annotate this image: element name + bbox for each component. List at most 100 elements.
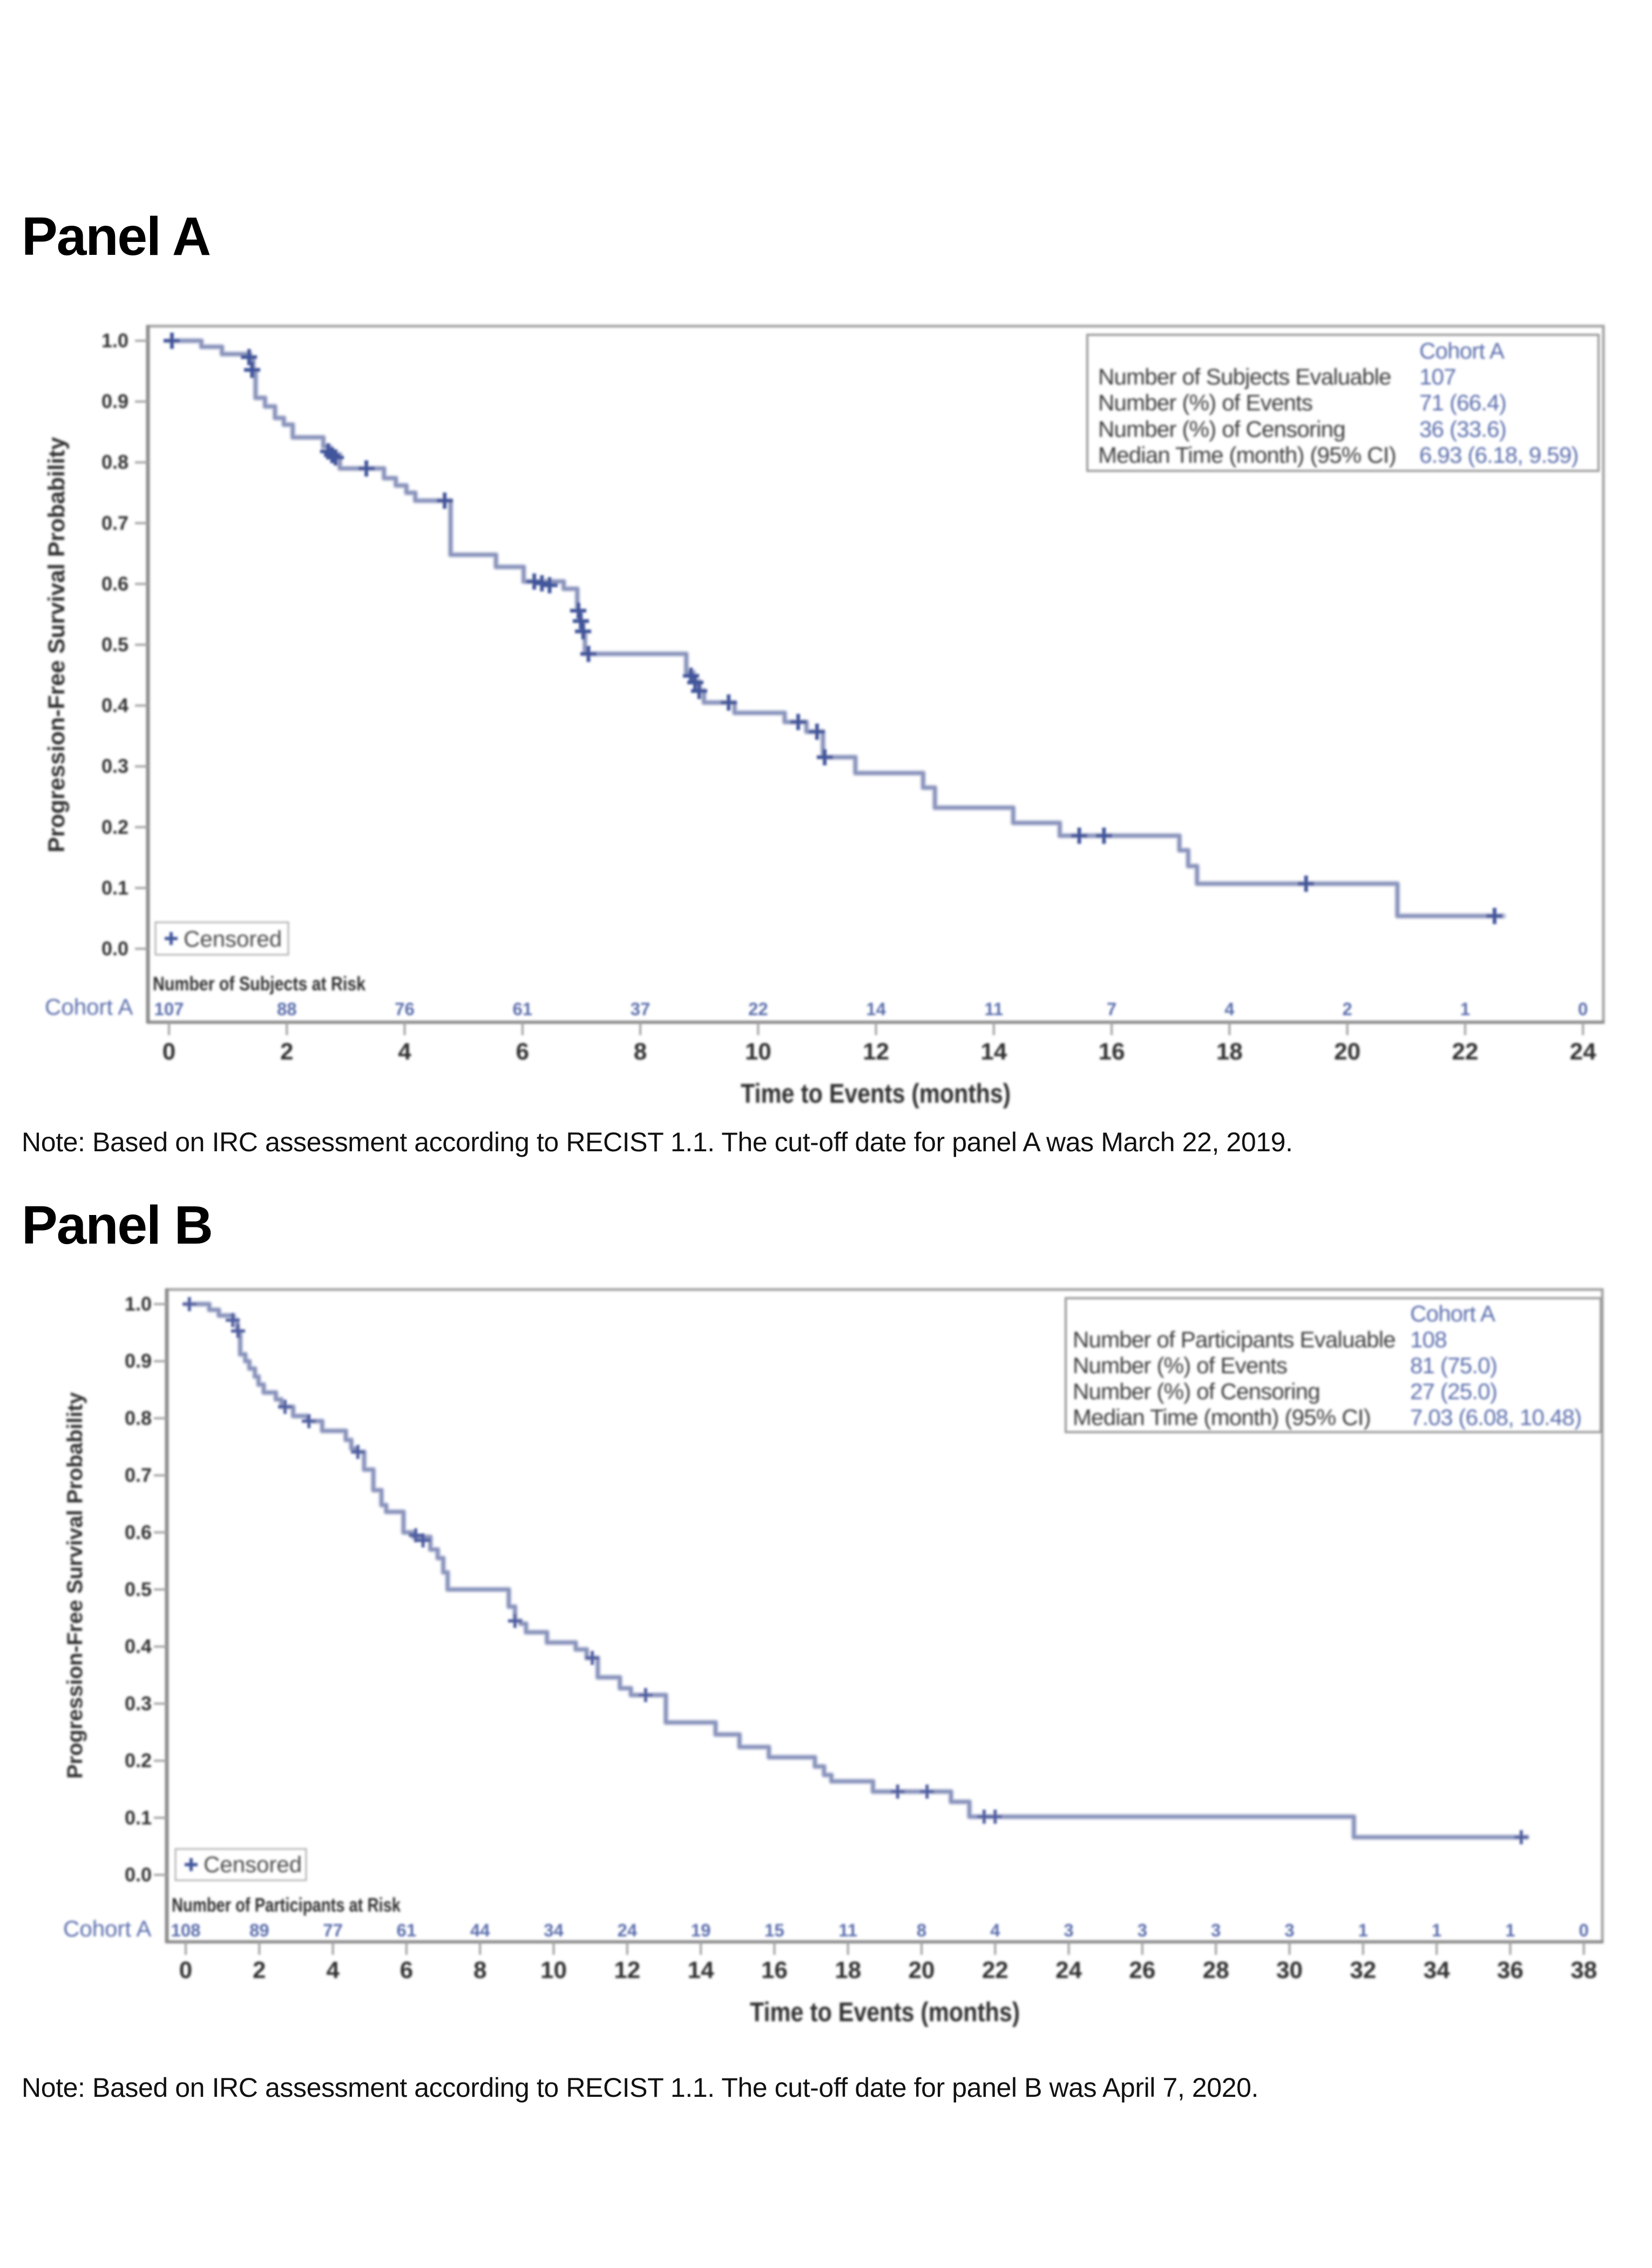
svg-text:24: 24: [1570, 1038, 1596, 1065]
svg-text:24: 24: [1055, 1957, 1082, 1983]
svg-text:Number (%) of Censoring: Number (%) of Censoring: [1098, 416, 1345, 442]
svg-text:4: 4: [1224, 999, 1235, 1019]
svg-text:18: 18: [1216, 1038, 1243, 1065]
svg-text:3: 3: [1064, 1920, 1073, 1940]
svg-text:22: 22: [982, 1957, 1008, 1983]
svg-text:6.93 (6.18, 9.59): 6.93 (6.18, 9.59): [1419, 442, 1579, 468]
svg-text:Cohort A: Cohort A: [1419, 338, 1505, 363]
svg-text:89: 89: [249, 1920, 269, 1940]
svg-text:0.8: 0.8: [101, 451, 128, 473]
svg-text:3: 3: [1138, 1920, 1147, 1940]
svg-text:0.5: 0.5: [101, 633, 128, 656]
svg-text:0.9: 0.9: [125, 1350, 152, 1372]
svg-text:2: 2: [253, 1957, 266, 1983]
svg-text:11: 11: [838, 1920, 857, 1940]
svg-text:0.3: 0.3: [125, 1692, 152, 1714]
svg-text:Number of Participants Evaluab: Number of Participants Evaluable: [1073, 1327, 1396, 1352]
svg-text:77: 77: [323, 1920, 343, 1940]
svg-text:8: 8: [917, 1920, 926, 1940]
svg-text:8: 8: [473, 1957, 486, 1983]
svg-text:6: 6: [400, 1957, 413, 1983]
svg-text:8: 8: [634, 1038, 647, 1065]
svg-text:0.3: 0.3: [101, 755, 128, 777]
svg-text:Number (%) of Events: Number (%) of Events: [1073, 1353, 1287, 1378]
svg-text:22: 22: [748, 999, 768, 1019]
svg-text:Number (%) of Censoring: Number (%) of Censoring: [1073, 1379, 1320, 1404]
svg-text:Cohort A: Cohort A: [45, 994, 133, 1020]
svg-text:88: 88: [277, 999, 297, 1019]
svg-text:15: 15: [764, 1920, 784, 1940]
svg-text:26: 26: [1129, 1957, 1155, 1983]
svg-text:34: 34: [1424, 1957, 1450, 1983]
svg-text:12: 12: [614, 1957, 640, 1983]
svg-text:44: 44: [470, 1920, 490, 1940]
svg-text:0.4: 0.4: [101, 694, 128, 717]
svg-text:Median Time (month) (95% CI): Median Time (month) (95% CI): [1098, 442, 1396, 468]
svg-text:61: 61: [397, 1920, 417, 1940]
svg-text:14: 14: [980, 1038, 1007, 1065]
svg-text:1: 1: [1432, 1920, 1441, 1940]
svg-text:0.0: 0.0: [125, 1864, 152, 1886]
svg-text:12: 12: [863, 1038, 889, 1065]
svg-text:107: 107: [1419, 364, 1456, 389]
svg-text:16: 16: [1099, 1038, 1125, 1065]
svg-text:4: 4: [326, 1957, 340, 1983]
svg-text:Number of Subjects at Risk: Number of Subjects at Risk: [153, 973, 366, 995]
svg-text:1.0: 1.0: [125, 1293, 152, 1315]
svg-text:0.9: 0.9: [101, 390, 128, 413]
svg-text:10: 10: [540, 1957, 567, 1983]
svg-text:76: 76: [395, 999, 415, 1019]
svg-text:Time to Events (months): Time to Events (months): [750, 1997, 1020, 2027]
svg-text:14: 14: [688, 1957, 714, 1983]
svg-text:0.1: 0.1: [125, 1806, 152, 1828]
svg-text:38: 38: [1570, 1957, 1597, 1983]
svg-text:0: 0: [163, 1038, 175, 1065]
svg-text:108: 108: [171, 1920, 200, 1940]
svg-text:Censored: Censored: [204, 1852, 302, 1877]
svg-text:0: 0: [179, 1957, 192, 1983]
svg-text:27 (25.0): 27 (25.0): [1410, 1379, 1497, 1404]
svg-text:10: 10: [745, 1038, 771, 1065]
svg-text:20: 20: [1334, 1038, 1360, 1065]
svg-text:19: 19: [691, 1920, 711, 1940]
svg-text:16: 16: [761, 1957, 788, 1983]
svg-text:24: 24: [617, 1920, 637, 1940]
svg-text:61: 61: [512, 999, 532, 1019]
svg-text:Number (%) of Events: Number (%) of Events: [1098, 390, 1312, 415]
svg-text:1.0: 1.0: [101, 329, 128, 352]
svg-text:0: 0: [1579, 1920, 1589, 1940]
svg-text:1: 1: [1358, 1920, 1368, 1940]
svg-text:0.6: 0.6: [101, 572, 128, 595]
svg-text:Time to Events (months): Time to Events (months): [741, 1078, 1011, 1109]
svg-text:0.2: 0.2: [125, 1750, 152, 1772]
svg-text:1: 1: [1460, 999, 1470, 1019]
svg-text:0.2: 0.2: [101, 816, 128, 838]
svg-text:6: 6: [516, 1038, 529, 1065]
svg-text:Progression-Free Survival Prob: Progression-Free Survival Probability: [44, 437, 70, 853]
svg-text:2: 2: [280, 1038, 293, 1065]
svg-text:Number of Subjects Evaluable: Number of Subjects Evaluable: [1098, 364, 1391, 389]
svg-text:71 (66.4): 71 (66.4): [1419, 390, 1506, 415]
svg-text:4: 4: [990, 1920, 1000, 1940]
svg-text:32: 32: [1350, 1957, 1376, 1983]
svg-text:18: 18: [835, 1957, 861, 1983]
svg-text:Number of Participants at Risk: Number of Participants at Risk: [172, 1894, 401, 1916]
svg-text:4: 4: [398, 1038, 411, 1065]
svg-text:Censored: Censored: [184, 926, 282, 951]
svg-text:0.0: 0.0: [101, 937, 128, 960]
svg-text:0.7: 0.7: [125, 1464, 152, 1486]
svg-text:11: 11: [984, 999, 1003, 1019]
svg-text:36: 36: [1497, 1957, 1524, 1983]
svg-text:0: 0: [1578, 999, 1588, 1019]
svg-text:Median Time (month) (95% CI): Median Time (month) (95% CI): [1073, 1405, 1371, 1430]
svg-text:3: 3: [1211, 1920, 1221, 1940]
svg-text:36 (33.6): 36 (33.6): [1419, 416, 1506, 442]
svg-text:81 (75.0): 81 (75.0): [1410, 1353, 1497, 1378]
svg-text:0.7: 0.7: [101, 512, 128, 534]
svg-text:7: 7: [1107, 999, 1116, 1019]
svg-text:0.6: 0.6: [125, 1521, 152, 1543]
svg-text:0.8: 0.8: [125, 1407, 152, 1429]
svg-text:7.03 (6.08, 10.48): 7.03 (6.08, 10.48): [1410, 1405, 1581, 1430]
svg-text:2: 2: [1342, 999, 1352, 1019]
svg-text:0.4: 0.4: [125, 1635, 152, 1657]
